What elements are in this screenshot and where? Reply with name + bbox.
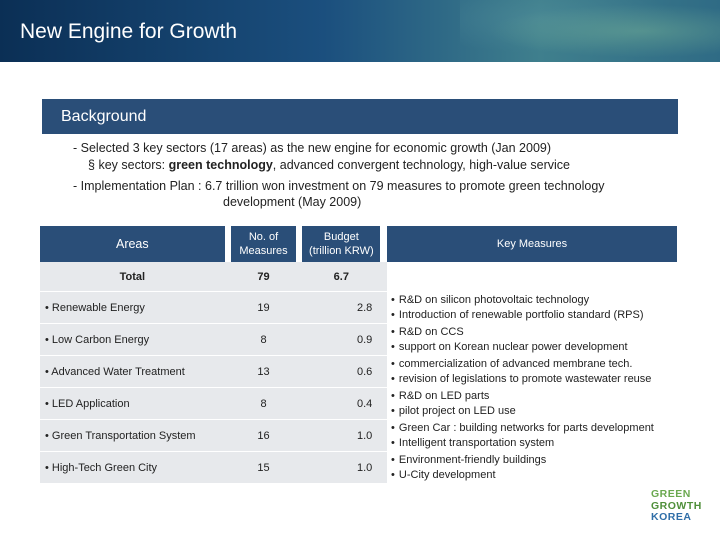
key-measure-text: R&D on LED parts — [398, 390, 490, 402]
key-measure-item: • Environment-friendly buildings — [391, 453, 676, 468]
table-row: • High-Tech Green City 15 1.0 • Environment-… — [40, 451, 677, 483]
bullet-icon: • — [391, 454, 395, 466]
background-line-2: § key sectors: green technology, advance… — [88, 158, 570, 173]
key-measure-item: • R&D on CCS — [391, 325, 676, 340]
key-measure-item: • Green Car : building networks for parts… — [391, 421, 676, 436]
key-measure-text: U-City development — [398, 468, 496, 481]
key-measure-item: • Introduction of renewable portfolio sta… — [391, 308, 676, 323]
key-measure-item: • U-City development — [391, 468, 676, 483]
measures-count: 19 — [231, 291, 296, 323]
budget-value: 2.8 — [302, 291, 381, 323]
measures-count: 13 — [231, 355, 296, 387]
header-measures-line1: No. of — [248, 231, 279, 243]
header-areas: Areas — [40, 226, 225, 262]
section-heading: Background — [61, 108, 147, 125]
header-key-measures: Key Measures — [387, 226, 677, 262]
total-key-blank — [387, 262, 677, 291]
key-measures-cell: • R&D on CCS • support on Korean nuclear po… — [387, 323, 677, 355]
key-measure-item: • pilot project on LED use — [391, 404, 676, 419]
total-budget: 6.7 — [302, 262, 381, 291]
budget-value: 1.0 — [302, 451, 381, 483]
measures-count: 8 — [231, 323, 296, 355]
measures-table: Areas No. of Measures Budget (trillion K… — [40, 226, 677, 483]
header-budget-line2: (trillion KRW) — [309, 245, 374, 257]
logo-line-2: GROWTH — [651, 499, 702, 512]
key-measure-item: • commercialization of advanced membrane … — [391, 357, 676, 372]
area-name: • LED Application — [40, 387, 225, 419]
background-line-4: development (May 2009) — [223, 195, 362, 209]
table-row: • Green Transportation System 16 1.0 • Green… — [40, 419, 677, 451]
bullet-icon: • — [391, 436, 395, 449]
budget-value: 0.9 — [302, 323, 381, 355]
table-row: • Low Carbon Energy 8 0.9 • R&D on CCS • suppo… — [40, 323, 677, 355]
key-measures-cell: • R&D on silicon photovoltaic technology •… — [387, 291, 677, 323]
bullet-icon: • — [391, 468, 395, 481]
section-header-bar: Background — [42, 99, 678, 134]
key-measure-text: Green Car : building networks for parts … — [398, 422, 654, 434]
bullet-icon: • — [391, 326, 395, 338]
table-row: • Advanced Water Treatment 13 0.6 • commerci… — [40, 355, 677, 387]
measures-count: 15 — [231, 451, 296, 483]
key-measure-text: R&D on silicon photovoltaic technology — [398, 294, 590, 306]
key-measure-text: Environment-friendly buildings — [398, 454, 547, 466]
logo-line-1: GREEN — [651, 488, 691, 500]
bullet-icon: • — [391, 404, 395, 417]
area-name: • Renewable Energy — [40, 291, 225, 323]
header-budget: Budget (trillion KRW) — [302, 226, 381, 262]
key-measure-item: • R&D on LED parts — [391, 389, 676, 404]
measures-count: 16 — [231, 419, 296, 451]
key-measures-cell: • R&D on LED parts • pilot project on LED u… — [387, 387, 677, 419]
key-measures-cell: • Environment-friendly buildings • U-City d… — [387, 451, 677, 483]
budget-value: 1.0 — [302, 419, 381, 451]
table-row: • LED Application 8 0.4 • R&D on LED parts • p… — [40, 387, 677, 419]
bullet-icon: • — [391, 340, 395, 353]
key-measure-item: • support on Korean nuclear power develop… — [391, 340, 676, 355]
key-sectors-bold: green technology — [168, 158, 273, 172]
table-header-row: Areas No. of Measures Budget (trillion K… — [40, 226, 677, 262]
bullet-icon: • — [391, 308, 395, 321]
bullet-icon: • — [391, 358, 395, 370]
budget-value: 0.6 — [302, 355, 381, 387]
measures-count: 8 — [231, 387, 296, 419]
sub-bullet: § — [88, 158, 95, 172]
key-measure-item: • Intelligent transportation system — [391, 436, 676, 451]
area-name: • High-Tech Green City — [40, 451, 225, 483]
bullet-icon: • — [391, 372, 395, 385]
total-row: Total 79 6.7 — [40, 262, 677, 291]
key-measure-text: revision of legislations to promote wast… — [398, 372, 652, 385]
bullet-icon: • — [391, 422, 395, 434]
key-measure-item: • R&D on silicon photovoltaic technology — [391, 293, 676, 308]
title-banner: New Engine for Growth — [0, 0, 720, 62]
area-name: • Green Transportation System — [40, 419, 225, 451]
key-sectors-suffix: , advanced convergent technology, high-v… — [272, 158, 570, 172]
logo-line-3: KOREA — [651, 511, 692, 523]
total-label: Total — [40, 262, 225, 291]
total-measures: 79 — [231, 262, 296, 291]
key-measures-cell: • commercialization of advanced membrane … — [387, 355, 677, 387]
key-measure-text: pilot project on LED use — [398, 404, 516, 417]
area-name: • Low Carbon Energy — [40, 323, 225, 355]
background-line-1: - Selected 3 key sectors (17 areas) as t… — [73, 141, 552, 155]
bullet-icon: • — [391, 390, 395, 402]
table-row: • Renewable Energy 19 2.8 • R&D on silicon p… — [40, 291, 677, 323]
header-budget-line1: Budget — [323, 231, 359, 243]
key-measure-text: support on Korean nuclear power developm… — [398, 340, 628, 353]
budget-value: 0.4 — [302, 387, 381, 419]
key-sectors-prefix: key sectors: — [98, 158, 169, 172]
header-measures-line2: Measures — [239, 245, 288, 257]
area-name: • Advanced Water Treatment — [40, 355, 225, 387]
key-measure-text: commercialization of advanced membrane t… — [398, 358, 633, 370]
key-measure-text: Introduction of renewable portfolio stan… — [398, 308, 644, 321]
page-title: New Engine for Growth — [20, 20, 238, 43]
key-measure-text: Intelligent transportation system — [398, 436, 555, 449]
key-measure-item: • revision of legislations to promote was… — [391, 372, 676, 387]
key-measure-text: R&D on CCS — [398, 326, 464, 338]
bullet-icon: • — [391, 294, 395, 306]
header-measures: No. of Measures — [231, 226, 296, 262]
green-growth-korea-logo: GREEN GROWTH KOREA — [651, 488, 702, 524]
key-measures-cell: • Green Car : building networks for parts… — [387, 419, 677, 451]
background-line-3: - Implementation Plan : 6.7 trillion won… — [73, 179, 605, 193]
